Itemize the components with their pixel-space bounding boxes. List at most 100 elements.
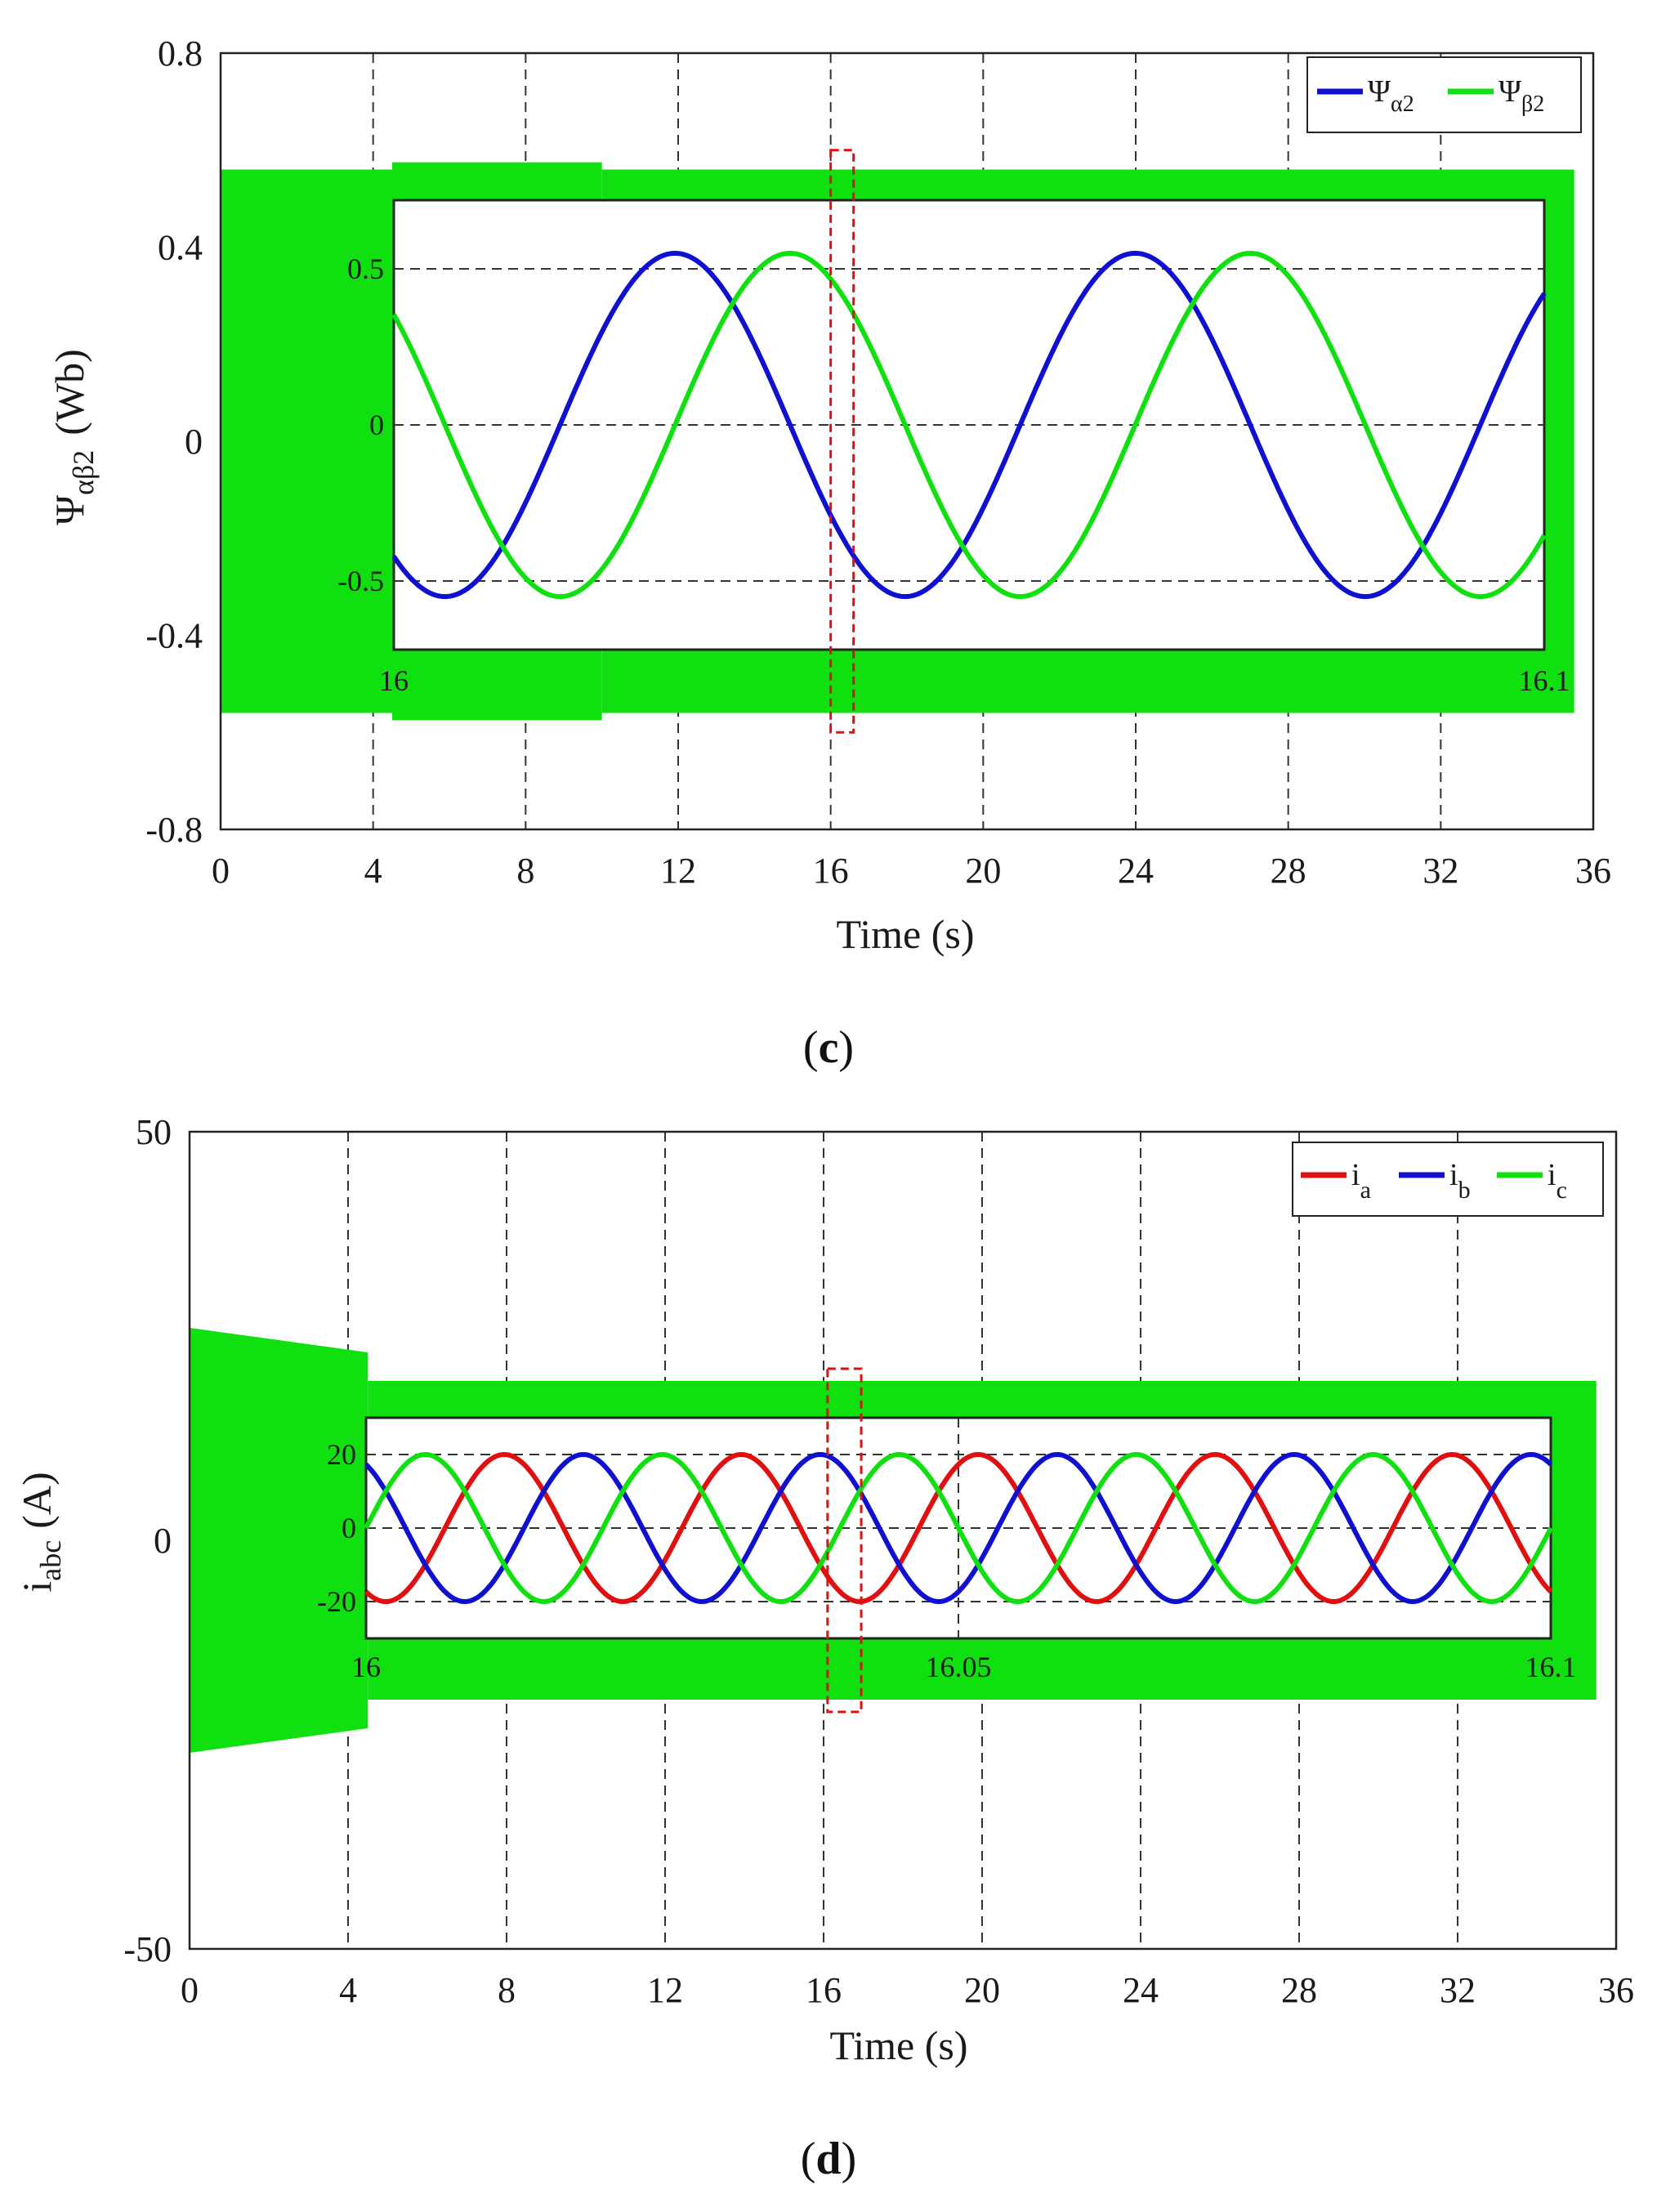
x-axis-label: Time (s) [829,2022,967,2068]
inset-x-tick-label: 16.05 [926,1651,992,1683]
y-axis-label-unit: (A) [14,1472,60,1528]
legend-entry-sub: a [1360,1177,1371,1204]
inset-series-line [364,1451,1553,1605]
panel-label-close: ) [838,1022,854,1073]
y-tick-labels: -50 0 50 [123,1112,172,1969]
legend-entry-base: i [1351,1158,1360,1192]
x-tick-label: 28 [1271,851,1306,891]
panel-label-close: ) [842,2134,857,2184]
inset-x-tick-label: 16.1 [1525,1651,1577,1683]
x-tick-label: 20 [965,851,1001,891]
inset-y-tick-label: -0.5 [337,565,384,597]
panel-label-c: (c) [803,1022,854,1073]
x-tick-labels: 0 4 8 12 16 20 24 28 32 36 [212,851,1611,891]
inset-series-line [391,250,1547,600]
legend-entry-sub: c [1557,1177,1567,1204]
inset-series-line [391,250,1547,600]
highlight-box [826,1367,863,1714]
legend-entry-base: i [1449,1158,1458,1192]
legend-entry-base: Ψ [1498,74,1521,109]
legend: ia ib ic [1292,1142,1604,1217]
x-tick-label: 28 [1281,1970,1317,2010]
x-tick-label: 24 [1123,1970,1159,2010]
y-axis-label-base: i [14,1581,60,1593]
inset-y-tick-label: -20 [317,1585,356,1618]
inset-series-line [364,1451,1553,1605]
x-tick-label: 4 [339,1970,357,2010]
panel-label-letter: d [815,2134,841,2184]
y-tick-label: -0.8 [145,810,203,850]
legend-entry-sub: α2 [1391,92,1414,117]
x-tick-label: 20 [964,1970,1000,2010]
x-tick-label: 12 [647,1970,683,2010]
inset-y-tick-label: 0 [369,409,384,441]
inset-x-tick-label: 16 [379,664,409,697]
x-tick-labels: 0 4 8 12 16 20 24 28 32 36 [181,1970,1634,2010]
legend: Ψα2 Ψβ2 [1306,56,1582,133]
inset-x-tick-labels: 16 16.1 [379,664,1570,697]
x-tick-label: 0 [181,1970,199,2010]
inset-y-tick-labels: -0.5 0 0.5 [337,252,384,597]
legend-entry-sub: β2 [1521,92,1544,117]
x-tick-label: 4 [364,851,382,891]
x-tick-label: 12 [660,851,696,891]
y-axis-label-sub: abc [34,1540,67,1581]
plot-frame [219,51,1595,831]
legend-box [1306,56,1582,133]
inset-y-tick-label: 20 [327,1438,356,1471]
panel-label-open: ( [801,2134,816,2184]
legend-box [1292,1142,1604,1217]
x-tick-label: 16 [806,1970,842,2010]
x-tick-label: 24 [1118,851,1154,891]
inset-grid-lines [394,268,1544,582]
y-axis-label: Ψαβ2 (Wb) [47,349,100,525]
x-tick-label: 8 [516,851,534,891]
y-axis-label-unit: (Wb) [47,349,92,436]
y-tick-label: 0 [154,1521,172,1561]
chart-panel-d: -20 0 20 16 16.05 16.1 0 4 8 12 16 20 24 28 32 36 -50… [14,1112,1634,2184]
legend-entry-ib: ib [1449,1158,1471,1204]
inset-series [391,250,1547,600]
x-tick-label: 36 [1575,851,1611,891]
y-axis-label: iabc (A) [14,1472,67,1592]
x-tick-label: 36 [1598,1970,1634,2010]
y-tick-labels: -0.8 -0.4 0 0.4 0.8 [145,34,203,850]
y-tick-label: 0.8 [158,34,203,74]
y-axis-label-sub: αβ2 [67,450,100,495]
highlight-box [829,149,855,734]
inset-y-tick-label: 0.5 [347,252,384,285]
inset-y-tick-labels: -20 0 20 [317,1438,356,1618]
panel-label-d: (d) [801,2134,856,2184]
x-tick-label: 16 [813,851,849,891]
x-tick-label: 0 [212,851,230,891]
inset-x-tick-label: 16.1 [1519,664,1570,697]
inset-series-line [364,1451,1553,1605]
inset-series [364,1451,1553,1605]
panel-label-letter: c [819,1022,839,1073]
y-tick-label: 50 [136,1112,172,1152]
y-axis-label-base: Ψ [47,495,92,525]
envelope-segment [190,1328,368,1753]
y-tick-label: -50 [123,1929,172,1969]
x-tick-label: 8 [498,1970,516,2010]
legend-entry-sub: b [1458,1177,1471,1204]
inset-y-tick-label: 0 [342,1512,356,1544]
y-tick-label: 0.4 [158,228,203,268]
envelope-segment [221,169,392,713]
x-axis-label: Time (s) [836,911,974,957]
legend-entry-psi-alpha2: Ψα2 [1368,74,1414,117]
legend-entry-base: Ψ [1368,74,1391,109]
panel-label-open: ( [803,1022,819,1073]
legend-entry-psi-beta2: Ψβ2 [1498,74,1544,117]
plot-frame [188,1130,1618,1951]
x-tick-label: 32 [1440,1970,1476,2010]
inset-x-tick-label: 16 [351,1651,381,1683]
inset-x-tick-labels: 16 16.05 16.1 [351,1651,1577,1683]
legend-entry-base: i [1548,1158,1557,1192]
chart-panel-c: -0.5 0 0.5 16 16.1 0 4 8 12 16 20 24 28 32 36 -0.8 -0… [47,34,1611,1073]
legend-entry-ic: ic [1548,1158,1567,1204]
legend-entry-ia: ia [1351,1158,1371,1204]
y-tick-label: -0.4 [145,616,203,656]
x-tick-label: 32 [1423,851,1458,891]
